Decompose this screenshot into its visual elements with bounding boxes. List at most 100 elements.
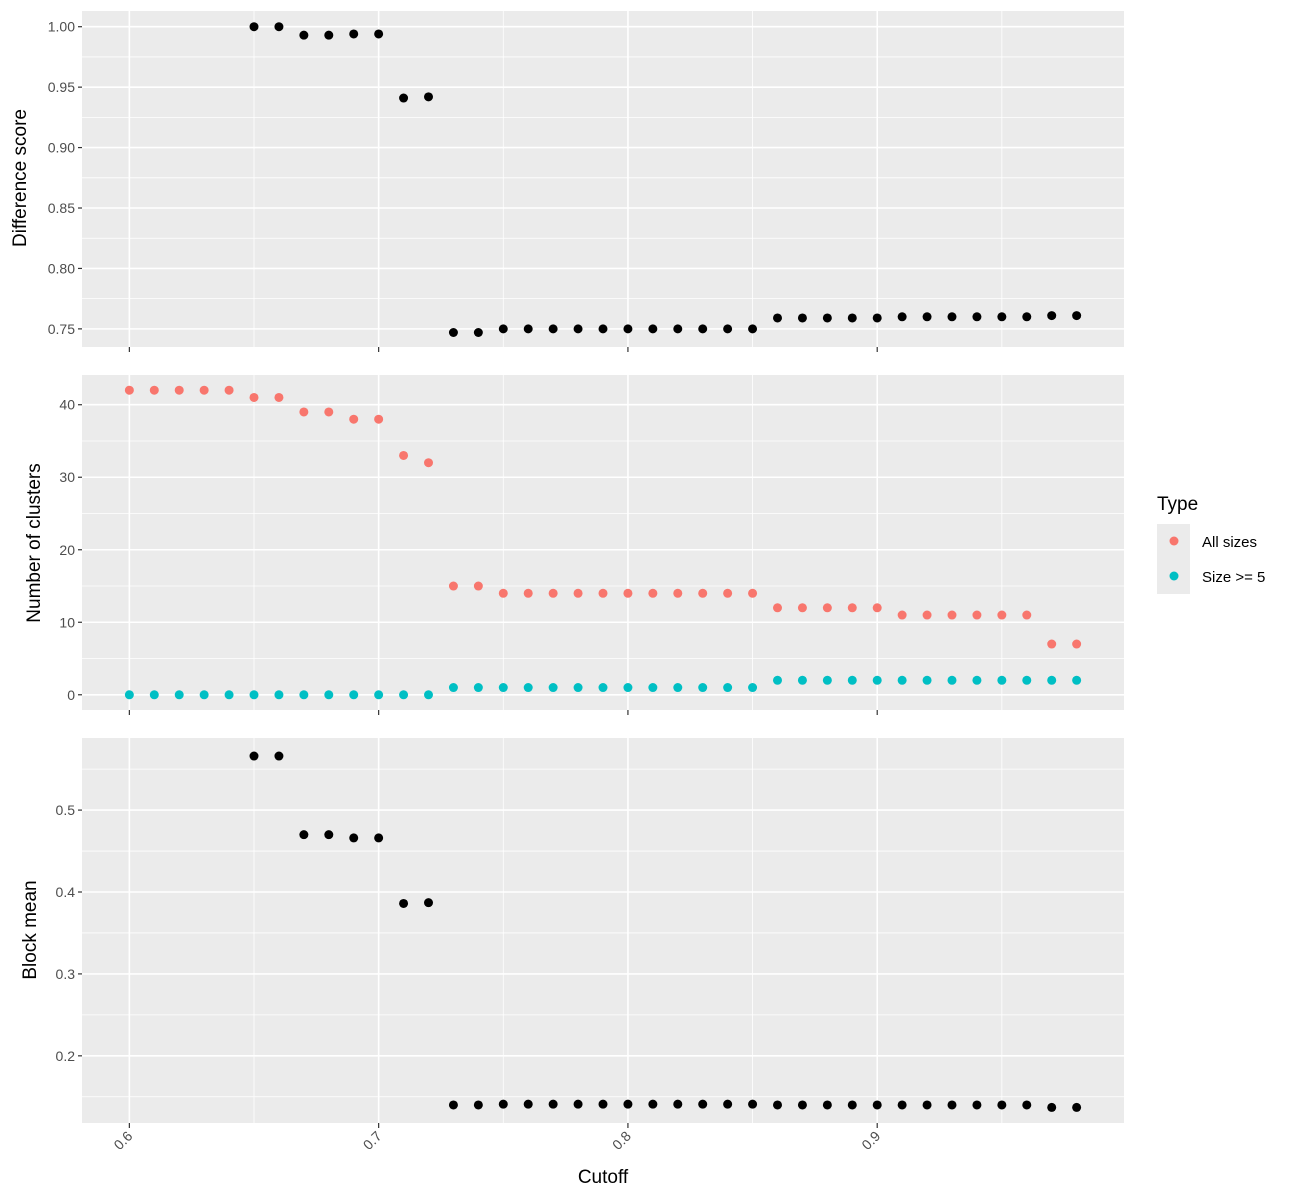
y-tick-label: 0.3 xyxy=(56,966,76,982)
y-tick-label: 10 xyxy=(59,614,75,630)
data-point xyxy=(623,588,633,598)
y-tick-label: 0 xyxy=(67,687,75,703)
data-point xyxy=(847,675,857,685)
difference-score-panel: 0.75 0.80 0.85 0.90 0.95 1.00 xyxy=(48,11,1124,352)
data-point xyxy=(274,690,284,700)
data-point xyxy=(797,675,807,685)
data-point xyxy=(972,1100,982,1110)
data-point xyxy=(249,751,259,761)
data-point xyxy=(748,588,758,598)
data-point xyxy=(548,588,558,598)
data-point xyxy=(548,683,558,693)
data-point xyxy=(424,690,434,700)
data-point xyxy=(324,30,334,40)
data-point xyxy=(149,690,159,700)
data-point xyxy=(723,683,733,693)
data-point xyxy=(1047,1102,1057,1112)
data-point xyxy=(349,690,359,700)
block-mean-panel: 0.20.30.40.50.6 0.7 0.8 0.9 xyxy=(56,738,1124,1153)
data-point xyxy=(374,29,384,39)
panel-background xyxy=(82,11,1124,347)
data-point xyxy=(897,1100,907,1110)
data-point xyxy=(274,22,284,32)
legend-key-size-5 xyxy=(1169,571,1179,581)
data-point xyxy=(199,690,209,700)
data-point xyxy=(872,313,882,323)
data-point xyxy=(399,690,409,700)
data-point xyxy=(797,1100,807,1110)
data-point xyxy=(997,610,1007,620)
data-point xyxy=(174,690,184,700)
data-point xyxy=(1022,1100,1032,1110)
data-point xyxy=(1022,675,1032,685)
data-point xyxy=(847,1100,857,1110)
data-point xyxy=(473,327,483,337)
y-tick-label: 1.00 xyxy=(48,19,75,35)
data-point xyxy=(324,407,334,417)
data-point xyxy=(922,312,932,322)
data-point xyxy=(498,683,508,693)
data-point xyxy=(822,675,832,685)
data-point xyxy=(947,610,957,620)
y-axis-title-difference: Difference score xyxy=(10,109,31,247)
data-point xyxy=(673,683,683,693)
legend-key-all-sizes xyxy=(1169,536,1179,546)
data-point xyxy=(1047,639,1057,649)
data-point xyxy=(1072,1102,1082,1112)
data-point xyxy=(424,898,434,908)
data-point xyxy=(349,833,359,843)
data-point xyxy=(822,1100,832,1110)
data-point xyxy=(648,588,658,598)
y-axis-title-block-mean: Block mean xyxy=(20,880,41,979)
data-point xyxy=(972,675,982,685)
data-point xyxy=(623,683,633,693)
legend-title: Type xyxy=(1157,494,1198,515)
data-point xyxy=(748,683,758,693)
data-point xyxy=(224,690,234,700)
data-point xyxy=(623,1099,633,1109)
data-point xyxy=(698,588,708,598)
data-point xyxy=(997,675,1007,685)
data-point xyxy=(1022,312,1032,322)
data-point xyxy=(473,581,483,591)
data-point xyxy=(947,312,957,322)
data-point xyxy=(1022,610,1032,620)
data-point xyxy=(399,93,409,103)
data-point xyxy=(872,1100,882,1110)
data-point xyxy=(424,458,434,468)
data-point xyxy=(523,1099,533,1109)
y-tick-label: 0.90 xyxy=(48,140,75,156)
data-point xyxy=(723,324,733,334)
data-point xyxy=(249,690,259,700)
y-tick-label: 20 xyxy=(59,542,75,558)
data-point xyxy=(922,610,932,620)
data-point xyxy=(723,588,733,598)
data-point xyxy=(648,683,658,693)
data-point xyxy=(947,1100,957,1110)
data-point xyxy=(498,1099,508,1109)
data-point xyxy=(424,92,434,102)
data-point xyxy=(947,675,957,685)
data-point xyxy=(1047,675,1057,685)
legend-label-all-sizes: All sizes xyxy=(1202,534,1257,551)
legend-label-size-5: Size >= 5 xyxy=(1202,569,1265,586)
data-point xyxy=(448,683,458,693)
data-point xyxy=(972,312,982,322)
data-point xyxy=(1047,311,1057,321)
data-point xyxy=(249,392,259,402)
y-tick-label: 0.75 xyxy=(48,321,75,337)
data-point xyxy=(698,1099,708,1109)
data-point xyxy=(399,450,409,460)
data-point xyxy=(299,830,309,840)
data-point xyxy=(224,385,234,395)
data-point xyxy=(174,385,184,395)
data-point xyxy=(473,683,483,693)
y-tick-label: 0.95 xyxy=(48,79,75,95)
data-point xyxy=(523,324,533,334)
data-point xyxy=(822,603,832,613)
data-point xyxy=(797,603,807,613)
data-point xyxy=(573,588,583,598)
data-point xyxy=(573,683,583,693)
y-tick-label: 40 xyxy=(59,397,75,413)
data-point xyxy=(448,1100,458,1110)
